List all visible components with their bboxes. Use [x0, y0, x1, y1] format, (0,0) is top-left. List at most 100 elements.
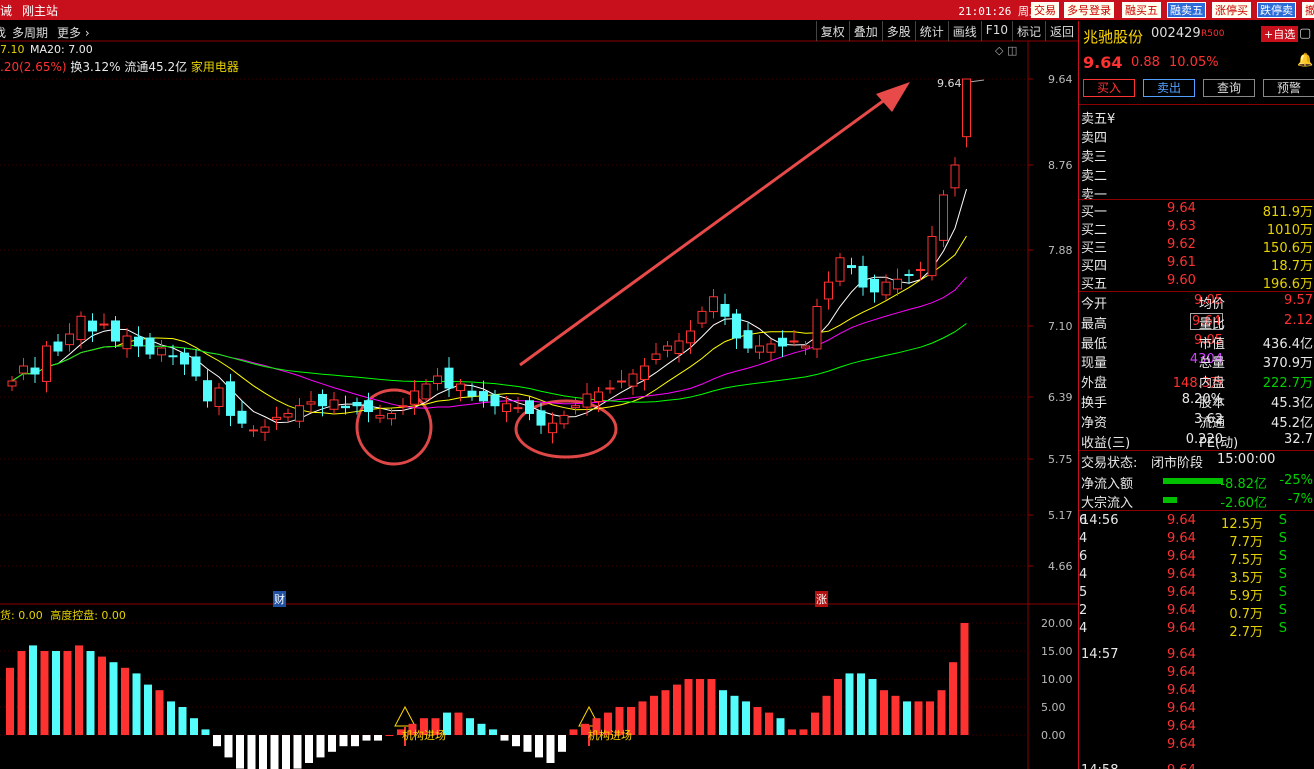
add-watch-button[interactable]: +自选	[1261, 26, 1299, 42]
candle-body[interactable]	[111, 320, 120, 342]
candle-body[interactable]	[214, 387, 224, 408]
toolbar-stats[interactable]: 统计	[914, 21, 948, 41]
candle-body[interactable]	[628, 373, 638, 387]
toolbar-f10[interactable]: F10	[980, 21, 1012, 41]
candle-body[interactable]	[19, 365, 28, 374]
buy-button[interactable]: 买入	[1083, 79, 1135, 97]
candle-body[interactable]	[674, 340, 684, 354]
toolbar-overlay[interactable]: 叠加	[848, 21, 882, 41]
candle-body[interactable]	[640, 365, 649, 380]
limit-up-buy-button[interactable]: 涨停买	[1212, 2, 1251, 18]
candle-body[interactable]	[502, 403, 511, 413]
candle-body[interactable]	[893, 278, 902, 290]
margin-buy-button[interactable]: 融买五	[1122, 2, 1161, 18]
candle-body[interactable]	[950, 164, 960, 189]
multi-period-menu[interactable]: 多周期	[12, 26, 49, 40]
candle-body[interactable]	[341, 405, 350, 409]
candle-body[interactable]	[824, 281, 833, 300]
candle-body[interactable]	[42, 345, 51, 382]
candle-body[interactable]	[134, 336, 143, 347]
toolbar-draw[interactable]: 画线	[947, 21, 981, 41]
candle-body[interactable]	[479, 391, 488, 402]
candle-body[interactable]	[318, 393, 327, 407]
candle-body[interactable]	[7, 380, 17, 387]
cancel-button[interactable]: 撤	[1302, 2, 1314, 18]
candle-body[interactable]	[536, 410, 546, 426]
candle-body[interactable]	[99, 323, 109, 326]
candle-body[interactable]	[709, 296, 718, 313]
query-button[interactable]: 查询	[1203, 79, 1255, 97]
multi-login-button[interactable]: 多号登录	[1064, 2, 1114, 18]
candle-body[interactable]	[720, 303, 730, 317]
candle-body[interactable]	[697, 310, 707, 324]
toolbar-mark[interactable]: 标记	[1011, 21, 1045, 41]
kline-chart[interactable]: 9.64 8.76 7.88 7.10 6.39 5.75 5.17 4.66 20.00 15.…	[0, 0, 1078, 769]
trade-button[interactable]: 交易	[1031, 2, 1059, 18]
candle-body[interactable]	[858, 265, 868, 288]
candle-body[interactable]	[65, 333, 74, 346]
industry-link[interactable]: 家用电器	[190, 60, 239, 74]
chart-corner-icons[interactable]: ◇ ◫	[995, 44, 1018, 57]
limit-down-sell-button[interactable]: 跌停卖	[1257, 2, 1296, 18]
candle-body[interactable]	[444, 367, 454, 389]
candle-body[interactable]	[513, 407, 523, 410]
candle-body[interactable]	[881, 281, 891, 296]
candle-body[interactable]	[617, 380, 626, 383]
app-menu-fragment[interactable]: 诫	[0, 4, 13, 18]
toolbar-back[interactable]: 返回	[1044, 21, 1078, 41]
candle-body[interactable]	[168, 355, 178, 358]
candle-body[interactable]	[812, 306, 822, 350]
candle-body[interactable]	[283, 412, 293, 418]
candle-body[interactable]	[835, 257, 845, 282]
candle-body[interactable]	[329, 399, 339, 410]
candle-body[interactable]	[421, 383, 431, 400]
candle-body[interactable]	[410, 390, 419, 405]
candle-body[interactable]	[686, 330, 695, 344]
limit-up-marker[interactable]: 涨	[815, 591, 828, 607]
candle-body[interactable]	[525, 400, 534, 414]
candle-body[interactable]	[904, 273, 914, 276]
candle-body[interactable]	[237, 410, 247, 424]
candle-body[interactable]	[433, 375, 442, 384]
candle-body[interactable]	[870, 279, 879, 293]
candle-body[interactable]	[249, 429, 258, 432]
candle-body[interactable]	[801, 345, 810, 349]
candle-body[interactable]	[145, 337, 155, 355]
candle-body[interactable]	[203, 380, 212, 402]
candle-body[interactable]	[398, 405, 408, 408]
candle-body[interactable]	[191, 356, 201, 377]
candle-body[interactable]	[260, 426, 270, 433]
candle-body[interactable]	[605, 387, 615, 390]
candle-body[interactable]	[30, 367, 40, 375]
menu-fragment[interactable]: 找	[0, 26, 7, 40]
candle-body[interactable]	[226, 381, 235, 416]
candle-body[interactable]	[927, 235, 937, 277]
candle-body[interactable]	[548, 422, 557, 434]
candle-body[interactable]	[559, 414, 569, 425]
candle-body[interactable]	[663, 345, 672, 351]
alert-button[interactable]: 预警	[1263, 79, 1314, 97]
candle-body[interactable]	[272, 416, 281, 420]
candle-body[interactable]	[352, 401, 362, 407]
candle-body[interactable]	[375, 414, 385, 419]
candle-body[interactable]	[743, 330, 753, 349]
candle-body[interactable]	[456, 383, 465, 392]
candle-body[interactable]	[594, 391, 603, 402]
candle-body[interactable]	[582, 393, 592, 408]
candle-body[interactable]	[490, 394, 500, 407]
candle-body[interactable]	[755, 345, 764, 353]
candle-body[interactable]	[916, 268, 925, 271]
toolbar-multi-stock[interactable]: 多股	[881, 21, 915, 41]
candle-body[interactable]	[651, 353, 661, 360]
candle-body[interactable]	[76, 315, 86, 341]
more-menu[interactable]: 更多 ›	[57, 26, 90, 40]
candle-body[interactable]	[789, 340, 799, 343]
sell-button[interactable]: 卖出	[1143, 79, 1195, 97]
candle-body[interactable]	[157, 347, 166, 356]
candle-body[interactable]	[778, 337, 787, 347]
candle-body[interactable]	[53, 341, 63, 352]
candle-body[interactable]	[387, 412, 396, 420]
margin-sell-button[interactable]: 融卖五	[1167, 2, 1206, 18]
candle-body[interactable]	[122, 335, 132, 350]
settings-icon[interactable]: ▢	[1299, 26, 1312, 41]
